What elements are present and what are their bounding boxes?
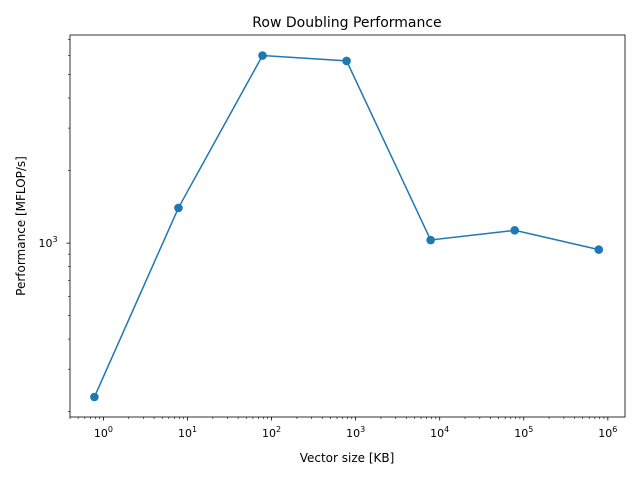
x-tick-label: 104	[430, 425, 449, 440]
x-tick-label: 102	[262, 425, 281, 440]
chart-title: Row Doubling Performance	[252, 15, 441, 31]
x-tick-label: 106	[598, 425, 617, 440]
data-point	[90, 392, 99, 402]
x-axis-label: Vector size [KB]	[300, 451, 395, 465]
data-point	[594, 245, 604, 254]
y-tick-label: 103	[38, 235, 57, 250]
x-axis: 100 101 102 103 104 105 106	[69, 417, 617, 440]
y-axis-label: Performance [MFLOP/s]	[14, 156, 28, 296]
x-tick-label: 105	[514, 425, 533, 440]
data-point	[342, 56, 351, 66]
x-tick-label: 101	[178, 425, 197, 440]
data-point	[258, 51, 267, 60]
data-point	[174, 203, 183, 213]
data-point	[426, 235, 435, 245]
data-point	[510, 226, 520, 235]
x-tick-label: 103	[346, 425, 365, 440]
series-group	[90, 51, 604, 402]
y-axis: 103	[38, 39, 70, 412]
x-tick-label: 100	[94, 425, 113, 440]
